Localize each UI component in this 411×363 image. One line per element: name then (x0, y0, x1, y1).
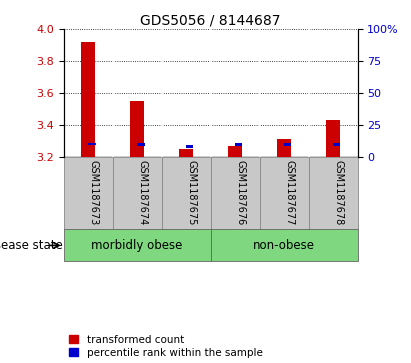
Bar (179, 150, 193, 156)
FancyBboxPatch shape (211, 229, 358, 261)
Bar (228, 146, 242, 156)
FancyBboxPatch shape (113, 156, 162, 229)
Title: GDS5056 / 8144687: GDS5056 / 8144687 (141, 14, 281, 28)
FancyBboxPatch shape (211, 156, 260, 229)
Bar (332, 143, 340, 146)
Text: disease state: disease state (0, 239, 63, 252)
Bar (81, 42, 95, 156)
Text: GSM1187676: GSM1187676 (235, 160, 245, 225)
Text: GSM1187677: GSM1187677 (284, 160, 294, 226)
Bar (326, 120, 340, 156)
FancyBboxPatch shape (64, 229, 211, 261)
Bar (186, 145, 194, 148)
Bar (130, 101, 144, 156)
FancyBboxPatch shape (64, 156, 113, 229)
Legend: transformed count, percentile rank within the sample: transformed count, percentile rank withi… (69, 335, 263, 358)
Bar (235, 143, 242, 146)
FancyBboxPatch shape (162, 156, 211, 229)
Text: GSM1187675: GSM1187675 (186, 160, 196, 226)
Bar (88, 143, 95, 146)
Text: morbidly obese: morbidly obese (92, 239, 183, 252)
FancyBboxPatch shape (309, 156, 358, 229)
Bar (137, 143, 145, 146)
Text: GSM1187678: GSM1187678 (333, 160, 343, 225)
Bar (284, 143, 291, 146)
Text: GSM1187673: GSM1187673 (88, 160, 98, 225)
Bar (277, 139, 291, 156)
Text: non-obese: non-obese (253, 239, 315, 252)
FancyBboxPatch shape (260, 156, 309, 229)
Text: GSM1187674: GSM1187674 (137, 160, 147, 225)
